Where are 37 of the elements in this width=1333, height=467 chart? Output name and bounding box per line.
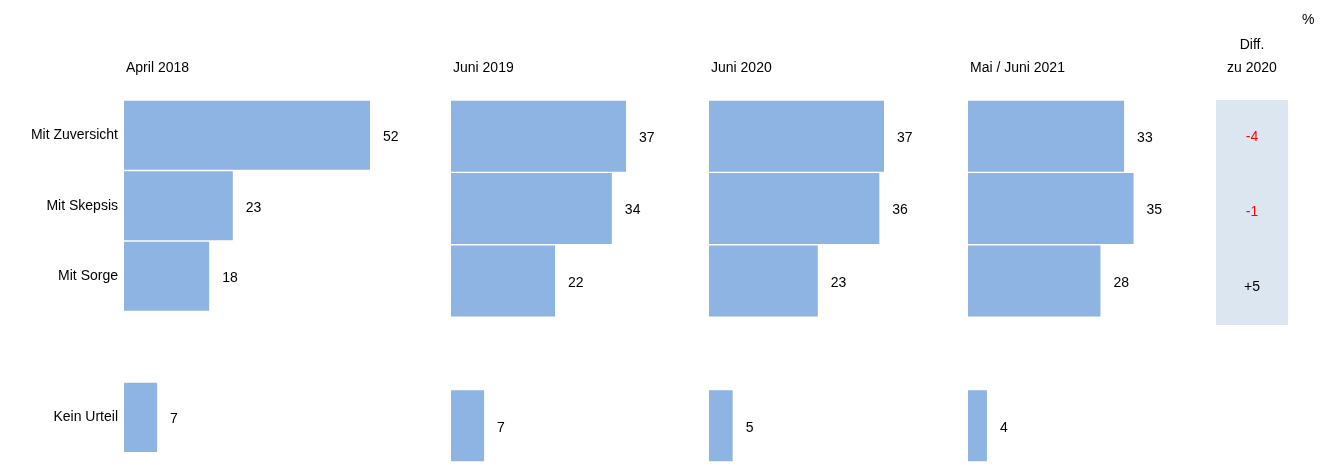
data-label: 18 [222, 269, 238, 286]
data-label: 34 [624, 201, 641, 218]
bar [124, 241, 210, 311]
data-label: 52 [383, 128, 399, 145]
data-label: -1 [1244, 203, 1260, 219]
y-tick-label: Mit Zuversicht [30, 126, 119, 143]
data-label: 23 [830, 273, 847, 290]
bar [709, 245, 818, 317]
data-label: 4 [999, 418, 1008, 435]
chart-title: April 2018 [126, 58, 190, 75]
data-label: 33 [1137, 129, 1153, 146]
data-label: 35 [1146, 201, 1163, 218]
data-label: 37 [639, 129, 655, 146]
data-label: 36 [892, 201, 909, 218]
text: % [1302, 11, 1315, 27]
y-tick-label: Kein Urteil [53, 408, 118, 425]
data-label: -4 [1244, 128, 1260, 144]
chart-title: Mai / Juni 2021 [970, 58, 1066, 75]
text: Diff. zu 2020 [1226, 35, 1278, 77]
data-label: 7 [170, 410, 179, 427]
data-label: 22 [568, 273, 584, 290]
bar [968, 390, 987, 462]
data-label: 7 [497, 418, 506, 435]
data-label: 28 [1113, 273, 1130, 290]
data-label: 5 [745, 418, 754, 435]
data-label: +5 [1243, 278, 1261, 294]
data-label: 23 [245, 198, 262, 215]
chart-title: Juni 2019 [453, 58, 514, 75]
bar [451, 245, 556, 317]
bar [124, 382, 158, 452]
bar [451, 390, 485, 462]
bar [709, 390, 733, 462]
y-tick-label: Mit Skepsis [46, 196, 118, 213]
data-label: 37 [897, 129, 913, 146]
bar [968, 245, 1101, 317]
chart-title: Juni 2020 [711, 58, 772, 75]
y-tick-label: Mit Sorge [58, 267, 119, 284]
